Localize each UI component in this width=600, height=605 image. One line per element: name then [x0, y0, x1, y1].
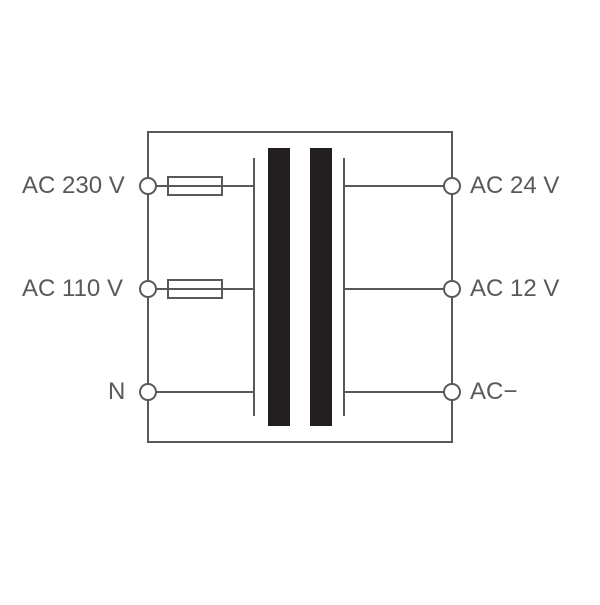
label-left-1: AC 110 V [22, 275, 123, 303]
label-right-0: AC 24 V [470, 172, 559, 200]
label-right-1: AC 12 V [470, 275, 559, 303]
label-left-2: N [108, 378, 125, 406]
label-left-0: AC 230 V [22, 172, 125, 200]
label-right-2: AC− [470, 378, 517, 406]
